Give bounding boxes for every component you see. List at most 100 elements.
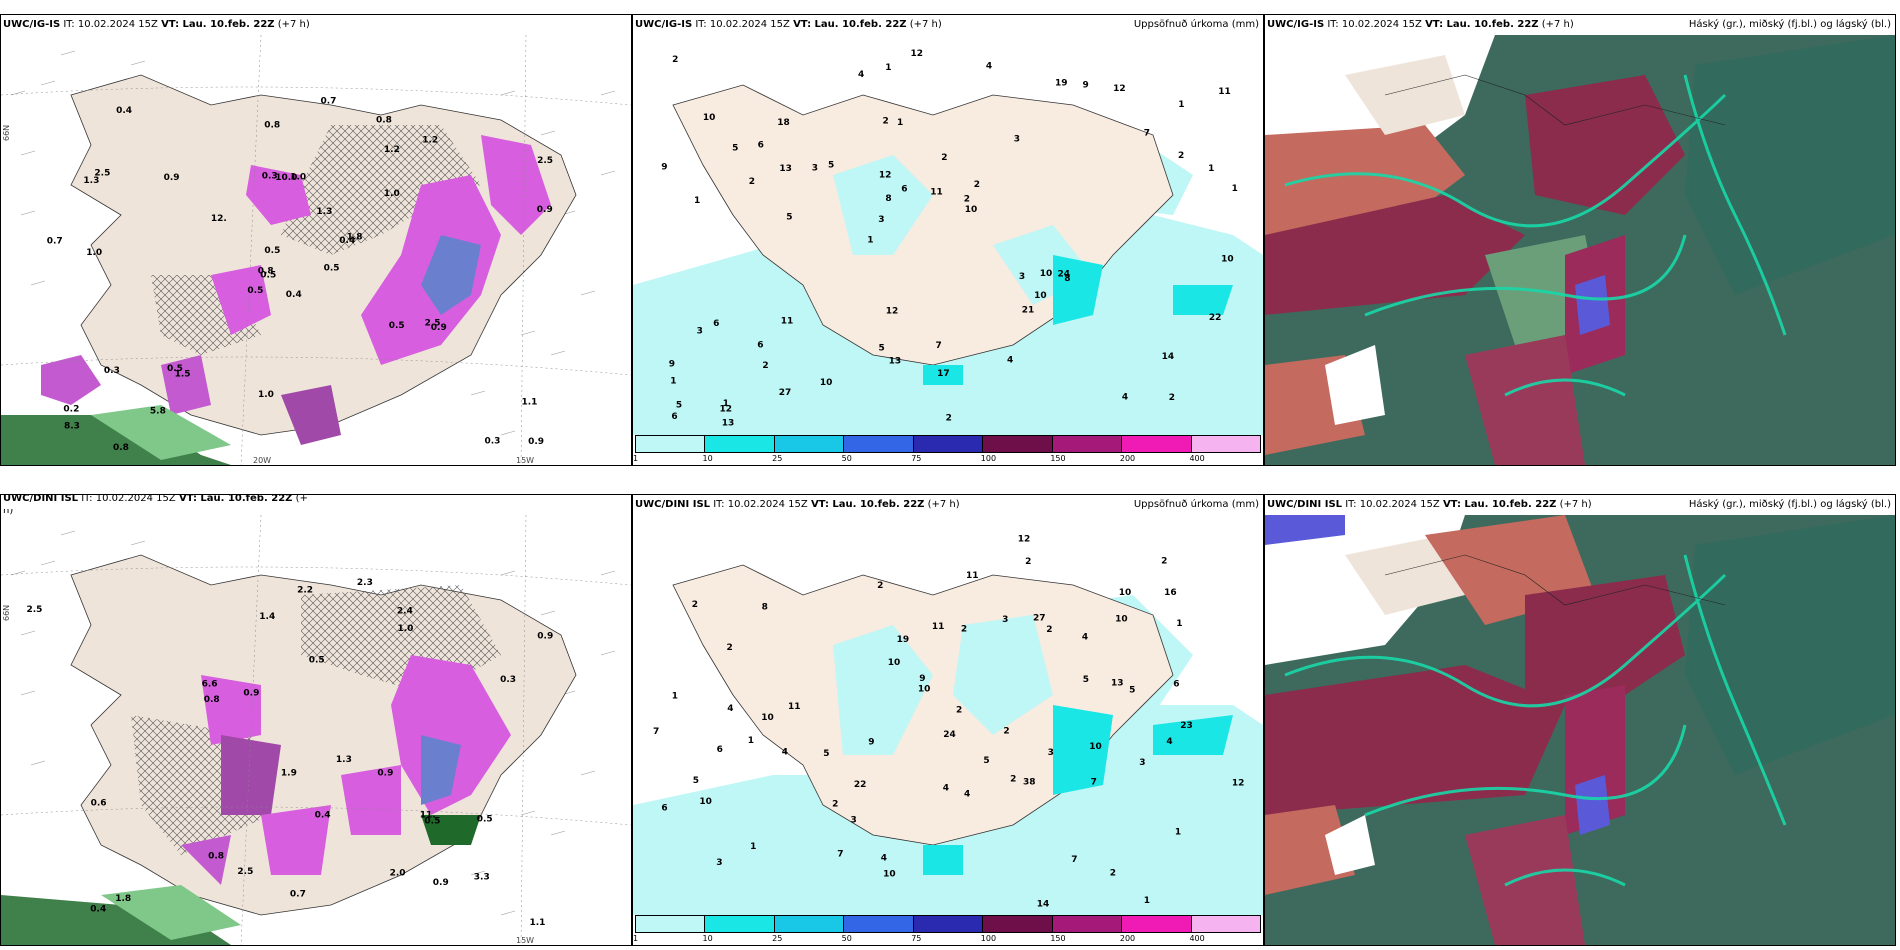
value-label: 2 xyxy=(1169,393,1175,403)
value-label: 1 xyxy=(748,736,754,746)
value-label: 5 xyxy=(828,161,834,171)
precip-1-10 xyxy=(833,155,933,255)
value-label: 3 xyxy=(1139,758,1145,768)
value-label: 2 xyxy=(762,361,768,371)
value-label: 0.4 xyxy=(315,810,331,820)
value-label: 0.5 xyxy=(309,655,325,665)
value-label: 6 xyxy=(671,412,677,422)
value-label: 4 xyxy=(858,70,864,80)
value-label: 2 xyxy=(1178,151,1184,161)
legend-swatch xyxy=(844,916,914,932)
value-label: 0.9 xyxy=(537,631,553,641)
value-label: 1 xyxy=(867,236,873,246)
value-label: 10 xyxy=(820,378,833,388)
value-label: 23 xyxy=(1180,721,1193,731)
value-label: 2.5 xyxy=(537,156,553,166)
value-label: 22 xyxy=(1209,313,1222,323)
legend-swatch xyxy=(913,436,984,452)
value-label: 11 xyxy=(788,702,801,712)
wind-barbs xyxy=(10,530,616,916)
value-label: 18 xyxy=(777,118,790,128)
value-label: 12 xyxy=(886,306,899,316)
value-label: 1 xyxy=(885,63,891,73)
value-label: 1.8 xyxy=(115,894,131,904)
value-label: 4 xyxy=(782,747,788,757)
legend-swatch xyxy=(1052,916,1123,932)
value-label: 13 xyxy=(889,356,902,366)
graticule xyxy=(1,35,631,465)
legend-tick-label: 75 xyxy=(911,934,922,943)
panel-title: Uppsöfnuð úrkoma (mm) xyxy=(1133,499,1259,510)
legend-swatch xyxy=(983,436,1053,452)
value-label: 12 xyxy=(1232,779,1245,789)
value-label: 0.9 xyxy=(431,323,447,333)
value-label: 2 xyxy=(1161,556,1167,566)
value-label: 2 xyxy=(1046,625,1052,635)
value-label: 24 xyxy=(1058,269,1071,279)
legend-colorbar xyxy=(635,915,1261,933)
value-label: 12. xyxy=(211,214,227,224)
value-label: 13 xyxy=(722,418,735,428)
model-label: UWC/IG-IS xyxy=(635,19,693,30)
value-label: 1.8 xyxy=(347,233,363,243)
value-label: 0.3 xyxy=(262,172,278,182)
value-label: 0.9 xyxy=(528,437,544,447)
legend-tick-label: 10 xyxy=(702,454,713,463)
value-label: 2 xyxy=(727,643,733,653)
lat-label: 66N xyxy=(2,605,11,621)
value-label: 9 xyxy=(1083,81,1089,91)
value-label: 11 xyxy=(781,317,794,327)
value-label: 7 xyxy=(936,341,942,351)
value-label: 10 xyxy=(965,205,978,215)
value-label: 0.8 xyxy=(204,695,220,705)
value-label: 1.0 xyxy=(290,173,306,183)
legend-swatch xyxy=(1191,916,1260,932)
lat-label: 66N xyxy=(2,125,11,141)
panel-header: UWC/IG-IS IT: 10.02.2024 15Z VT: Lau. 10… xyxy=(635,17,1261,35)
value-label: 2.5 xyxy=(27,605,43,615)
value-label: 2.5 xyxy=(237,867,253,877)
value-label: 7 xyxy=(837,850,843,860)
value-label: 2 xyxy=(672,55,678,65)
cloud-contours xyxy=(1284,74,1787,397)
value-label: 2 xyxy=(883,117,889,127)
legend-tick-label: 25 xyxy=(772,934,783,943)
value-label: 2.5 xyxy=(94,169,110,179)
lead-time: (+7 h) xyxy=(277,19,310,30)
value-label: 2.5 xyxy=(425,319,441,329)
value-label: 4 xyxy=(964,789,970,799)
panel-header: UWC/IG-IS IT: 10.02.2024 15Z VT: Lau. 10… xyxy=(1267,17,1893,35)
value-label: 1 xyxy=(1178,100,1184,110)
value-label: 1.9 xyxy=(281,768,297,778)
value-label: 9 xyxy=(669,360,675,370)
value-label: 3 xyxy=(1019,272,1025,282)
value-label: 10 xyxy=(699,797,712,807)
value-label: 10 xyxy=(703,113,716,123)
value-label: 4 xyxy=(1007,355,1013,365)
value-label: 3 xyxy=(716,858,722,868)
value-label: 0.4 xyxy=(339,236,355,246)
legend-swatch xyxy=(705,436,775,452)
value-label: 7 xyxy=(653,727,659,737)
precip-1-10 xyxy=(953,615,1053,735)
value-label: 9 xyxy=(919,674,925,684)
value-label: 2 xyxy=(964,195,970,205)
value-label: 3 xyxy=(1002,615,1008,625)
coastline xyxy=(1384,74,1726,126)
value-label: 19 xyxy=(1055,79,1068,89)
precip-value-labels: 2111312265121281011323581819114142423221… xyxy=(661,49,1238,428)
value-label: 1.0 xyxy=(86,248,102,258)
value-label: 10 xyxy=(1115,615,1128,625)
init-time: IT: 10.02.2024 15Z xyxy=(713,499,808,510)
value-label: 8 xyxy=(1064,274,1070,284)
snow-value-labels: 0.4 1.3 0.5 0.2 0.4 1.5 0.8 1.0 1.2 0.5 0.4 0.9 1.0 2… xyxy=(47,97,553,453)
valid-time: VT: Lau. 10.feb. 22Z xyxy=(793,19,907,30)
value-label: 0.5 xyxy=(477,814,493,824)
value-label: 13 xyxy=(779,164,792,174)
value-label: 11 xyxy=(930,187,943,197)
legend-colorbar xyxy=(635,435,1261,453)
value-label: 5 xyxy=(1083,675,1089,685)
legend-swatch xyxy=(1122,916,1192,932)
value-label: 0.8 xyxy=(376,116,392,126)
model-label: UWC/IG-IS xyxy=(1267,19,1325,30)
